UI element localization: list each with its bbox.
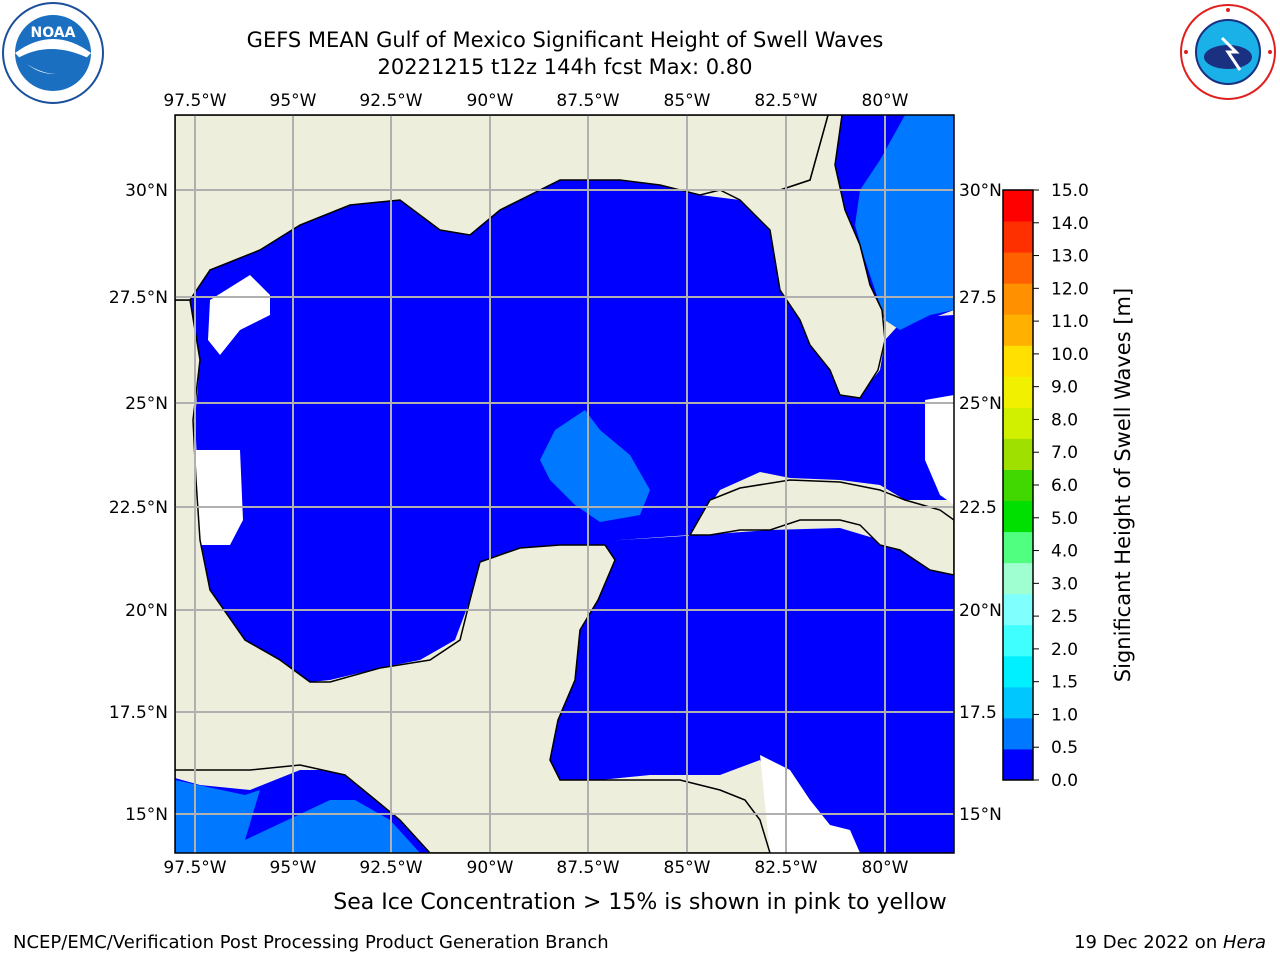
no-data-region [925,395,954,505]
sea-ice-note: Sea Ice Concentration > 15% is shown in … [333,890,947,915]
colorbar-segment [1003,252,1033,284]
colorbar-segment [1003,686,1033,719]
lat-tick-label-left: 17.5°N [109,703,168,723]
colorbar-segment [1003,190,1033,222]
lat-tick-label-right: 27.5 [959,288,997,308]
lat-tick-label-left: 20°N [125,601,168,621]
lon-tick-label-bottom: 80°W [862,858,909,878]
colorbar-segment [1003,500,1033,533]
swell-zone-atlantic [855,115,954,330]
colorbar-tick-label: 12.0 [1051,279,1089,299]
colorbar-tick-label: 0.0 [1051,771,1078,791]
noaa-logo: NOAA [2,2,104,104]
lon-tick-label-bottom: 82.5°W [754,858,817,878]
colorbar-segment [1003,593,1033,626]
colorbar-tick-label: 10.0 [1051,345,1089,365]
map-frame [174,114,955,854]
lat-tick-label-right: 20°N [959,601,1002,621]
colorbar-segment [1003,624,1033,657]
colorbar-tick-label: 6.0 [1051,476,1078,496]
lon-tick-label-top: 90°W [467,91,514,111]
colorbar-tick-label: 13.0 [1051,247,1089,267]
colorbar-segment [1003,221,1033,253]
swell-zone-pacific [175,780,420,853]
colorbar-segment [1003,531,1033,564]
lon-tick-label-bottom: 95°W [270,858,317,878]
colorbar-tick-label: 0.5 [1051,738,1078,758]
lon-tick-label-bottom: 87.5°W [556,858,619,878]
graticule [175,115,954,853]
colorbar-label: Significant Height of Swell Waves [m] [1111,288,1135,682]
colorbar-tick-label: 3.0 [1051,574,1078,594]
colorbar-segment [1003,469,1033,502]
lat-tick-label-right: 15°N [959,805,1002,825]
colorbar-segment [1003,283,1033,315]
colorbar-segment [1003,562,1033,595]
lon-tick-label-top: 82.5°W [754,91,817,111]
lon-tick-label-bottom: 85°W [664,858,711,878]
colorbar-segment [1003,717,1033,750]
lon-tick-label-bottom: 92.5°W [359,858,422,878]
lat-tick-label-left: 30°N [125,181,168,201]
colorbar-tick-label: 4.0 [1051,542,1078,562]
colorbar-tick-label: 5.0 [1051,509,1078,529]
no-data-region [208,275,270,355]
footer-date-text: 19 Dec 2022 on [1074,932,1223,953]
colorbar-segment [1003,438,1033,470]
lat-tick-label-left: 15°N [125,805,168,825]
colorbar: 0.0 0.5 1.0 1.5 2.0 2.5 3.0 4.0 5.0 6.0 7.0 8.0 9.0 1… [1002,181,1089,791]
cuba-land [688,479,954,576]
yucatan-land [175,299,771,853]
swell-zone-central-gulf [540,410,650,522]
lon-tick-label-top: 95°W [270,91,317,111]
chart-subtitle: 20221215 t12z 144h fcst Max: 0.80 [377,55,753,79]
lon-tick-label-top: 97.5°W [163,91,226,111]
lat-tick-label-right: 22.5 [959,498,997,518]
colorbar-tick-label: 2.5 [1051,607,1078,627]
colorbar-tick-label: 14.0 [1051,214,1089,234]
footer-credit: NCEP/EMC/Verification Post Processing Pr… [13,932,609,953]
lat-tick-label-right: 30°N [959,181,1002,201]
colorbar-segment [1003,345,1033,377]
colorbar-tick-label: 11.0 [1051,312,1089,332]
lat-tick-label-left: 22.5°N [109,498,168,518]
footer-date: 19 Dec 2022 on Hera [1074,932,1266,953]
colorbar-segment [1003,407,1033,439]
no-data-region [195,450,243,545]
lat-tick-label-left: 27.5°N [109,288,168,308]
colorbar-segment [1003,655,1033,688]
colorbar-segment [1003,376,1033,408]
lon-tick-label-top: 87.5°W [556,91,619,111]
chart-title: GEFS MEAN Gulf of Mexico Significant Hei… [246,28,884,52]
lat-tick-label-right: 17.5 [959,703,997,723]
lon-tick-label-bottom: 97.5°W [163,858,226,878]
axis-labels: 97.5°W 97.5°W 95°W 95°W 92.5°W 92.5°W 90°W 90°W… [109,91,1002,878]
colorbar-segment [1003,748,1033,781]
svg-text:NOAA: NOAA [31,25,76,41]
lon-tick-label-top: 80°W [862,91,909,111]
lon-tick-label-bottom: 90°W [467,858,514,878]
lat-tick-label-right: 25°N [959,394,1002,414]
footer-system: Hera [1222,932,1266,953]
colorbar-tick-label: 2.0 [1051,640,1078,660]
colorbar-tick-label: 7.0 [1051,443,1078,463]
lon-tick-label-top: 85°W [664,91,711,111]
nws-logo [1180,4,1276,100]
colorbar-tick-label: 1.5 [1051,673,1078,693]
colorbar-segment [1003,314,1033,346]
colorbar-tick-label: 1.0 [1051,705,1078,725]
colorbar-tick-label: 8.0 [1051,410,1078,430]
lon-tick-label-top: 92.5°W [359,91,422,111]
lat-tick-label-left: 25°N [125,394,168,414]
colorbar-tick-label: 9.0 [1051,378,1078,398]
colorbar-tick-label: 15.0 [1051,181,1089,201]
